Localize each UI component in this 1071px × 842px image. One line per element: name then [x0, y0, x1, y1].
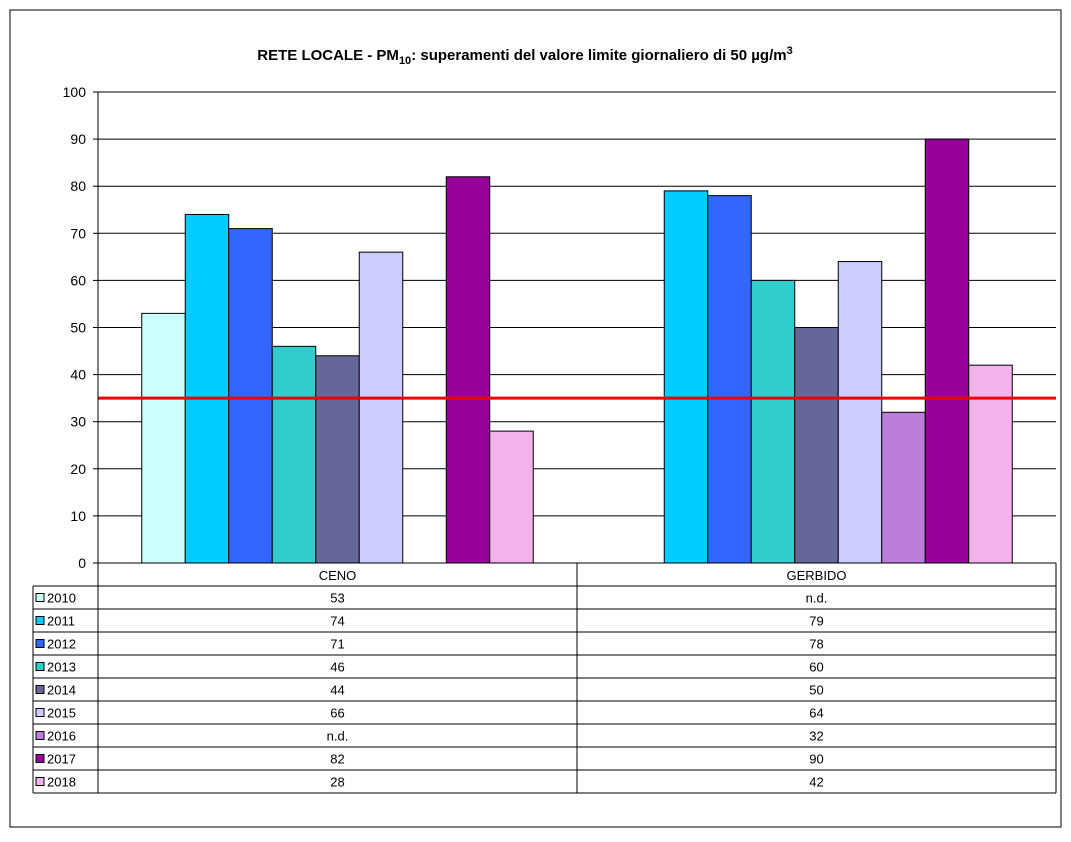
- table-cell-2011-ceno: 74: [330, 614, 344, 629]
- category-label-gerbido: GERBIDO: [787, 568, 847, 583]
- legend-label-2018: 2018: [47, 775, 76, 790]
- legend-swatch-2011: [35, 616, 45, 625]
- table-cell-2018-gerbido: 42: [809, 775, 823, 790]
- legend-label-2016: 2016: [47, 729, 76, 744]
- chart-title-subscript: 10: [399, 55, 411, 67]
- table-cell-2011-gerbido: 79: [809, 614, 823, 629]
- axes: 0 10 20 30 40 50 60 70 80 90 100: [63, 84, 1056, 571]
- y-tick-label: 90: [70, 131, 86, 147]
- data-table: CENO GERBIDO 2010 53 n.d. 2011 74 79 2012 71 78 201…: [32, 563, 1057, 794]
- y-tick-label: 80: [70, 178, 86, 194]
- legend-swatch-2015: [35, 708, 45, 717]
- y-tick-label: 30: [70, 414, 86, 430]
- chart-title-middle: : superamenti del valore limite giornali…: [411, 47, 786, 64]
- legend-label-2017: 2017: [47, 752, 76, 767]
- chart-title-superscript: 3: [787, 45, 793, 57]
- table-cell-2012-ceno: 71: [330, 637, 344, 652]
- legend-swatch-2010: [35, 593, 45, 602]
- bar-2011-ceno: [184, 213, 230, 564]
- chart-title-prefix: RETE LOCALE - PM: [257, 47, 399, 64]
- bar-2018-ceno: [489, 430, 534, 564]
- table-cell-2014-ceno: 44: [330, 683, 344, 698]
- chart-title: RETE LOCALE - PM10: superamenti del valo…: [257, 45, 792, 67]
- legend-label-2010: 2010: [47, 591, 76, 606]
- table-cell-2017-gerbido: 90: [809, 752, 823, 767]
- y-tick-label: 40: [70, 367, 86, 383]
- table-cell-2014-gerbido: 50: [809, 683, 823, 698]
- legend-label-2014: 2014: [47, 683, 76, 698]
- y-tick-label: 50: [70, 320, 86, 336]
- bar-2012-ceno: [228, 228, 273, 564]
- legend-swatch-2018: [35, 777, 45, 786]
- bar-2018-gerbido: [968, 364, 1013, 564]
- y-tick-label: 20: [70, 461, 86, 477]
- table-cell-2010-ceno: 53: [330, 591, 344, 606]
- bar-2017-gerbido: [924, 138, 970, 564]
- bar-2013-gerbido: [750, 279, 796, 564]
- legend-swatch-2014: [35, 685, 45, 694]
- y-tick-label: 0: [78, 555, 86, 571]
- bar-2014-gerbido: [794, 327, 839, 564]
- legend-swatch-2012: [35, 639, 45, 648]
- bar-2011-gerbido: [663, 190, 709, 564]
- table-cell-2015-gerbido: 64: [809, 706, 823, 721]
- bar-2010-ceno: [141, 312, 186, 564]
- legend-label-2015: 2015: [47, 706, 76, 721]
- legend-swatch-2016: [35, 731, 45, 740]
- y-tick-label: 10: [70, 508, 86, 524]
- table-cell-2013-ceno: 46: [330, 660, 344, 675]
- bar-2014-ceno: [315, 355, 360, 564]
- table-cell-2018-ceno: 28: [330, 775, 344, 790]
- table-cell-2010-gerbido: n.d.: [806, 591, 828, 606]
- table-cell-2016-gerbido: 32: [809, 729, 823, 744]
- y-tick-label: 70: [70, 225, 86, 241]
- y-tick-label: 100: [63, 84, 87, 100]
- table-cell-2016-ceno: n.d.: [327, 729, 349, 744]
- legend-label-2011: 2011: [47, 614, 75, 629]
- legend-swatch-2013: [35, 662, 45, 671]
- legend-label-2013: 2013: [47, 660, 76, 675]
- table-cell-2012-gerbido: 78: [809, 637, 823, 652]
- category-label-ceno: CENO: [319, 568, 357, 583]
- bar-2017-ceno: [445, 176, 491, 564]
- y-tick-label: 60: [70, 272, 86, 288]
- bar-2013-ceno: [271, 345, 317, 564]
- bar-2015-ceno: [358, 251, 404, 564]
- bar-2015-gerbido: [837, 261, 883, 564]
- table-cell-2013-gerbido: 60: [809, 660, 823, 675]
- legend-swatch-2017: [35, 754, 45, 763]
- table-cell-2017-ceno: 82: [330, 752, 344, 767]
- bar-2016-gerbido: [881, 411, 926, 564]
- table-cell-2015-ceno: 66: [330, 706, 344, 721]
- bar-2012-gerbido: [707, 195, 752, 564]
- legend-label-2012: 2012: [47, 637, 76, 652]
